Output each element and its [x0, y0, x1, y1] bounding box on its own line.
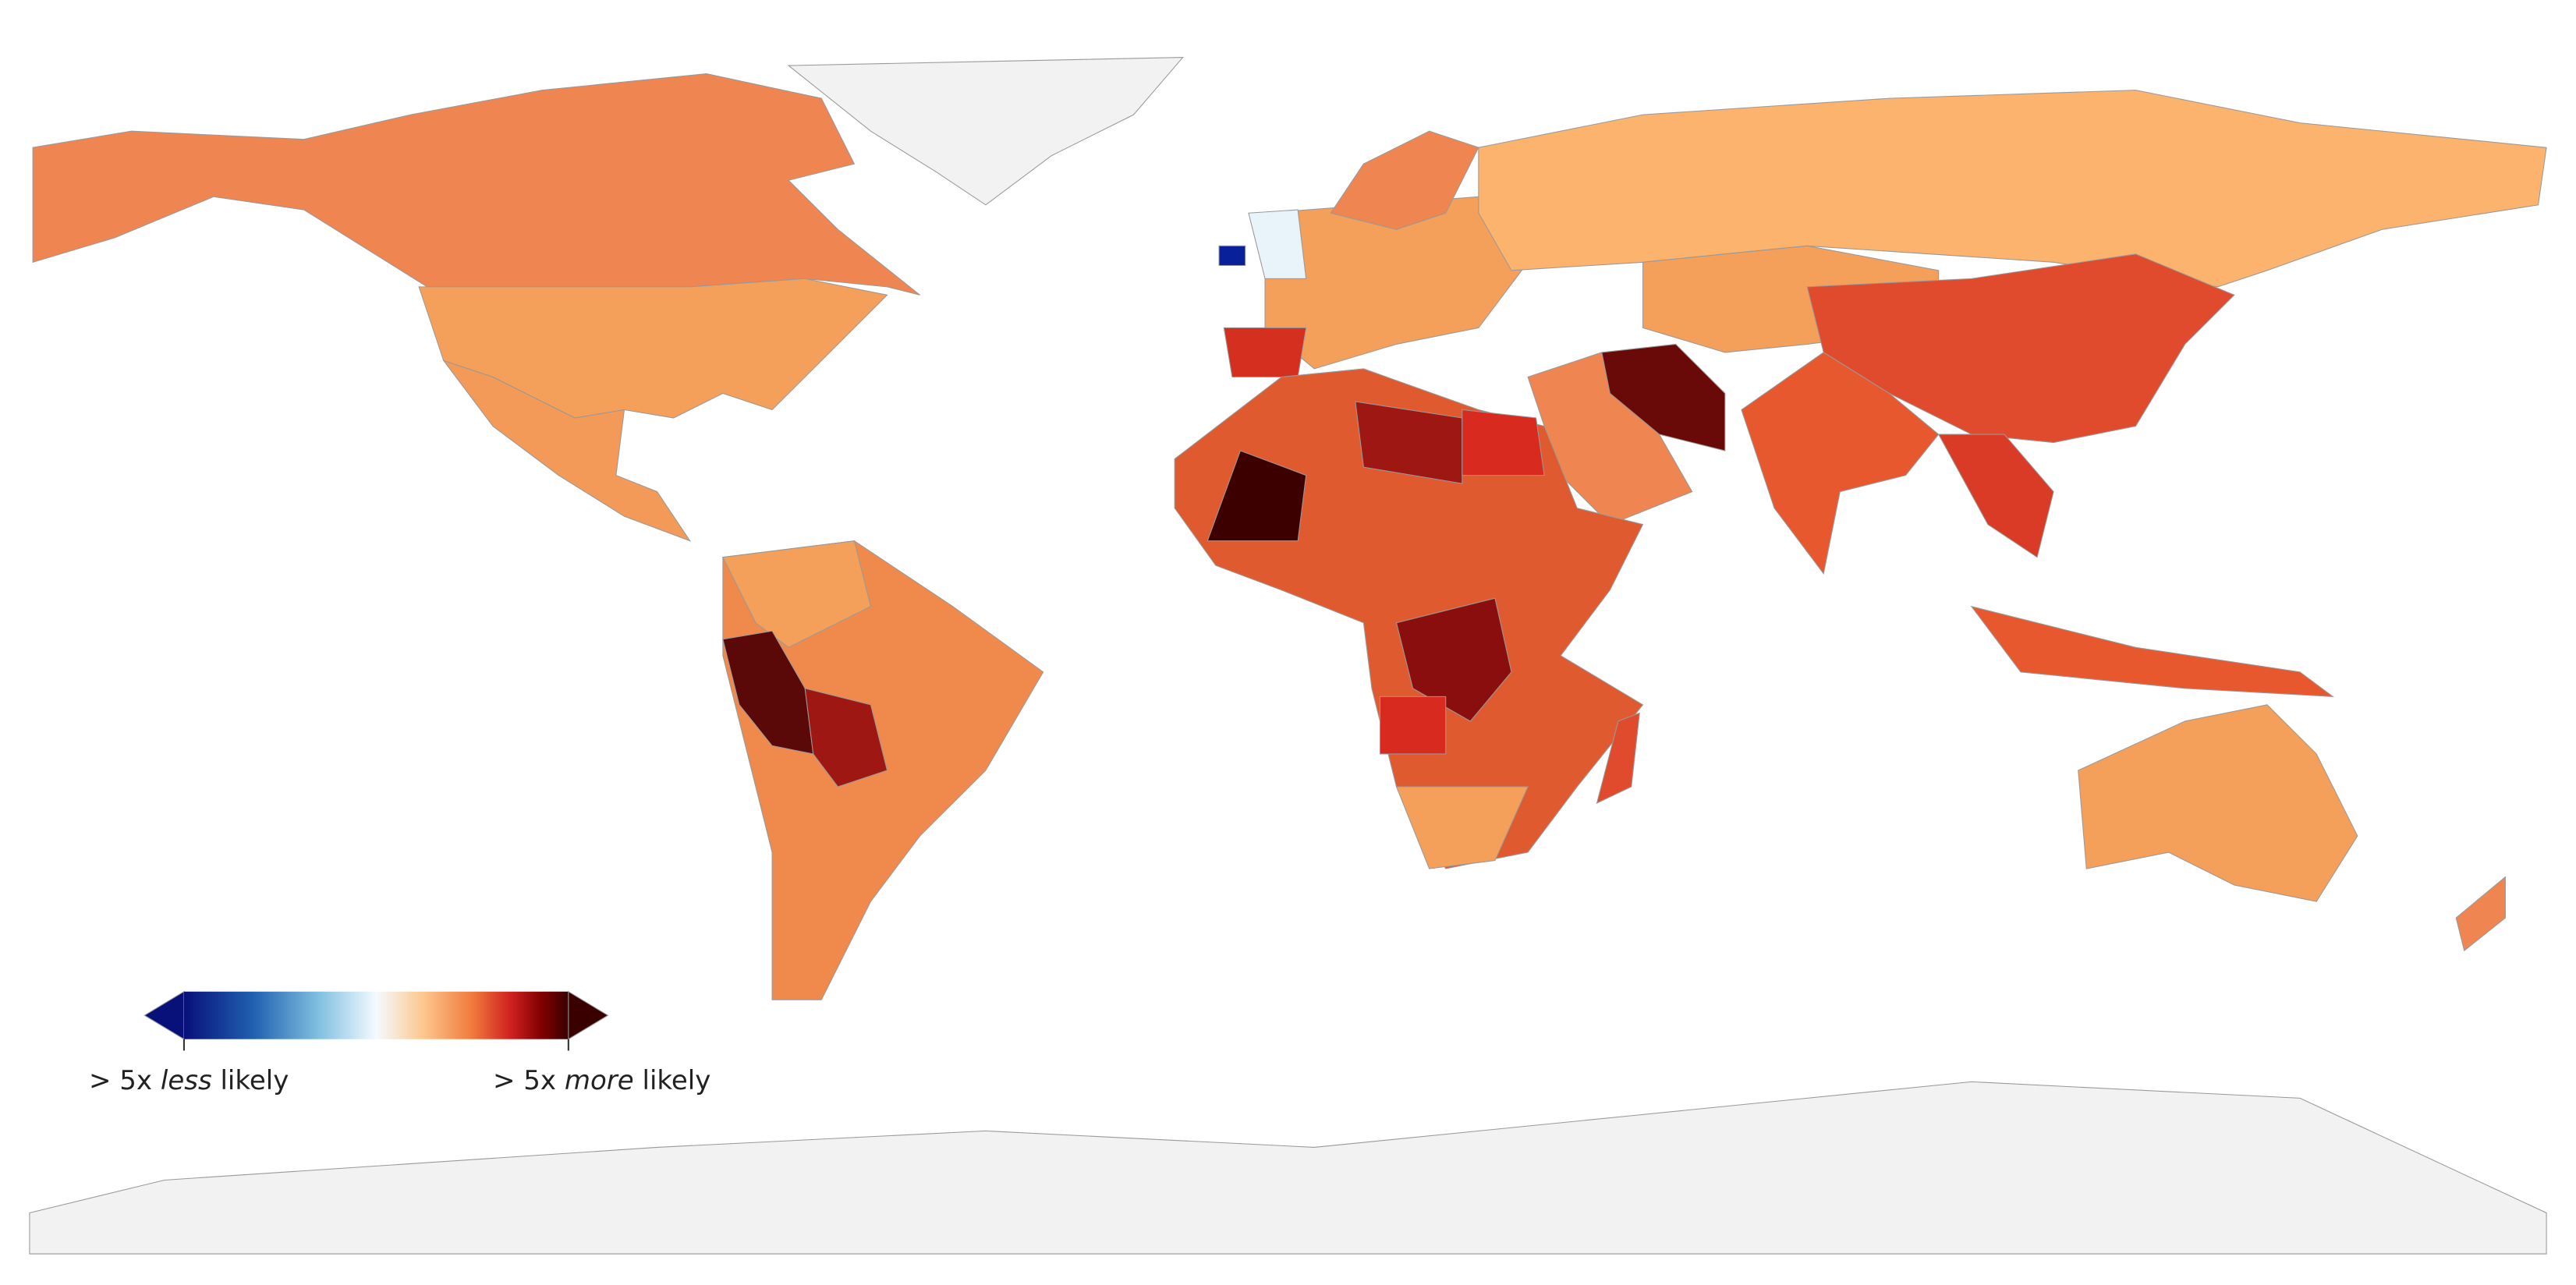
scale-arrow-low [144, 990, 185, 1040]
southern-africa [1395, 786, 1529, 869]
ireland [1218, 245, 1246, 267]
uk [1248, 209, 1307, 279]
madagascar [1596, 712, 1640, 804]
legend-label-low: > 5x less likely [89, 1065, 289, 1096]
spain [1223, 327, 1307, 377]
label-emphasis: less [160, 1065, 212, 1096]
label-suffix: likely [220, 1065, 289, 1096]
southeast-asia [1937, 434, 2054, 558]
russia [1478, 90, 2547, 288]
label-prefix: > 5x [89, 1065, 153, 1096]
libya-chad [1355, 401, 1463, 484]
scale-arrow-high [568, 990, 609, 1040]
drc [1395, 597, 1512, 722]
label-suffix: likely [642, 1065, 711, 1096]
colombia-venezuela [722, 540, 872, 648]
indonesia [1970, 605, 2334, 697]
mexico [442, 359, 692, 542]
australia [2078, 704, 2358, 902]
mali [1207, 450, 1307, 542]
bolivia [804, 688, 888, 788]
india [1741, 352, 1940, 575]
label-prefix: > 5x [493, 1065, 557, 1096]
greenland [787, 57, 1184, 206]
egypt [1462, 409, 1545, 476]
iran [1601, 343, 1726, 451]
scale-bar [183, 991, 569, 1039]
antarctica [29, 1081, 2547, 1255]
countries [29, 57, 2547, 1255]
legend-label-high: > 5x more likely [493, 1065, 710, 1096]
color-scale [144, 990, 609, 1051]
label-emphasis: more [564, 1065, 634, 1096]
canada [32, 73, 920, 296]
angola [1379, 696, 1447, 755]
new-zealand [2455, 876, 2506, 952]
